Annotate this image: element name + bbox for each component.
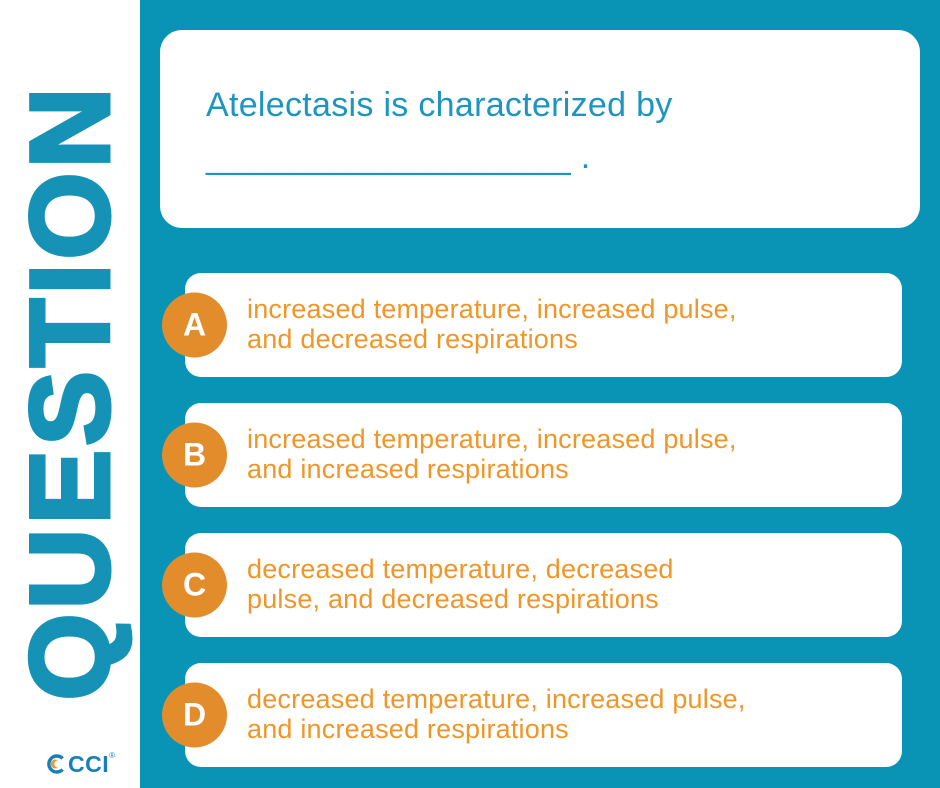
option-a-letter: A: [182, 306, 207, 343]
option-a-letter-badge: A: [162, 292, 227, 358]
cci-crescent-c-emblem-icon: [47, 754, 64, 774]
option-b-letter-badge: B: [162, 422, 227, 488]
option-b-text: increased temperature, increased pulse, …: [247, 424, 737, 484]
answer-option-b[interactable]: B increased temperature, increased pulse…: [162, 403, 902, 507]
answer-option-a[interactable]: A increased temperature, increased pulse…: [162, 273, 902, 377]
option-d-text: decreased temperature, increased pulse, …: [247, 684, 746, 744]
option-c-letter: C: [182, 566, 207, 603]
answer-option-d[interactable]: D decreased temperature, increased pulse…: [162, 663, 902, 767]
answer-option-c[interactable]: C decreased temperature, decreased pulse…: [162, 533, 902, 637]
question-text-line1: Atelectasis is characterized by: [206, 86, 673, 124]
registered-trademark-mark: ®: [109, 751, 116, 760]
option-b-letter: B: [182, 436, 207, 473]
option-c-text: decreased temperature, decreased pulse, …: [247, 554, 674, 614]
cci-logo-text: CCI: [68, 751, 110, 777]
option-a-text: increased temperature, increased pulse, …: [247, 294, 737, 354]
question-blank-line: ___________________ .: [206, 137, 591, 176]
question-vertical-label: QUESTION: [6, 82, 135, 703]
option-d-letter-badge: D: [162, 682, 227, 748]
cci-logo: CCI ®: [46, 751, 115, 776]
question-card: Atelectasis is characterized by ________…: [160, 30, 920, 228]
option-d-letter: D: [182, 696, 207, 733]
option-c-letter-badge: C: [162, 552, 227, 618]
